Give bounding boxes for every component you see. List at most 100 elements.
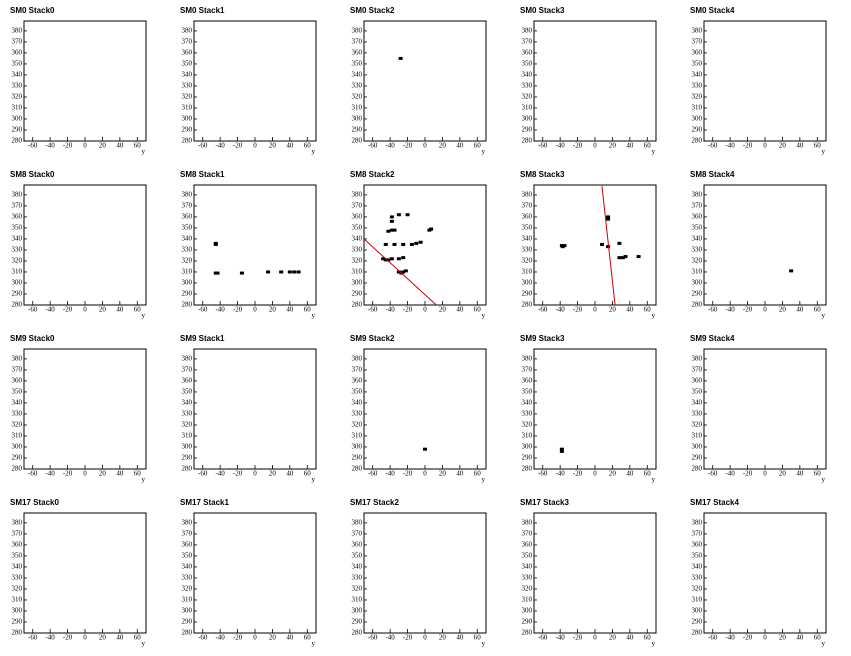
y-tick-label: 360 [522, 49, 533, 57]
y-tick-label: 380 [522, 27, 533, 35]
x-tick-label: -20 [63, 634, 73, 642]
panel: SM17 Stack2 280 290 300 310 320 330 340 350 360 37… [350, 498, 487, 648]
plot-frame [363, 20, 487, 142]
x-tick-label: -60 [28, 470, 38, 478]
x-tick-label: 20 [609, 470, 617, 478]
y-tick-label: 350 [12, 224, 23, 232]
x-tick-label: -60 [538, 470, 548, 478]
y-tick-label: 300 [352, 279, 363, 287]
y-tick-label: 280 [692, 137, 703, 145]
y-tick-label: 350 [352, 552, 363, 560]
panel-title: SM8 Stack1 [180, 170, 225, 179]
y-tick-label: 310 [182, 432, 193, 440]
x-tick-label: 20 [779, 634, 787, 642]
x-tick-label: 40 [456, 142, 464, 150]
x-tick-label: 60 [814, 470, 822, 478]
y-tick-label: 380 [692, 27, 703, 35]
point [386, 258, 391, 262]
point [296, 270, 301, 274]
y-tick-label: 280 [182, 137, 193, 145]
point [606, 245, 611, 249]
y-tick-label: 380 [692, 191, 703, 199]
y-tick-label: 290 [182, 618, 193, 626]
y-tick-label: 340 [182, 563, 193, 571]
y-tick-label: 300 [182, 279, 193, 287]
y-tick-label: 340 [522, 563, 533, 571]
y-tick-label: 370 [522, 202, 533, 210]
x-tick-label: 20 [609, 306, 617, 314]
x-tick-label: 20 [439, 634, 447, 642]
x-tick-label: -40 [555, 470, 565, 478]
x-tick-label: -40 [725, 306, 735, 314]
point [606, 215, 611, 219]
panel: SM9 Stack4 280 290 300 310 320 330 340 350 360 370… [690, 334, 827, 484]
x-tick-label: -60 [368, 142, 378, 150]
x-axis-label: y [822, 640, 826, 648]
y-tick-label: 370 [522, 366, 533, 374]
y-tick-label: 350 [352, 388, 363, 396]
y-tick-label: 290 [182, 290, 193, 298]
x-tick-label: -40 [725, 142, 735, 150]
x-axis-label: y [312, 640, 316, 648]
y-tick-label: 380 [12, 27, 23, 35]
x-axis-label: y [822, 312, 826, 320]
y-tick-label: 320 [352, 585, 363, 593]
x-tick-label: -60 [28, 306, 38, 314]
point [636, 255, 641, 259]
y-tick-label: 360 [522, 377, 533, 385]
panel: SM17 Stack3 280 290 300 310 320 330 340 350 360 37… [520, 498, 657, 648]
x-tick-label: 0 [423, 634, 427, 642]
x-tick-label: 0 [253, 634, 257, 642]
y-tick-label: 370 [12, 202, 23, 210]
x-tick-label: -20 [403, 470, 413, 478]
y-tick-label: 370 [692, 202, 703, 210]
panel: SM9 Stack0 280 290 300 310 320 330 340 350 360 370… [10, 334, 147, 484]
x-axis-label: y [652, 148, 656, 156]
x-tick-label: -40 [385, 142, 395, 150]
y-tick-label: 290 [692, 454, 703, 462]
point [599, 242, 604, 246]
x-tick-label: -60 [198, 142, 208, 150]
y-tick-label: 280 [692, 465, 703, 473]
plot-frame [533, 184, 657, 306]
x-tick-label: 0 [763, 634, 767, 642]
x-tick-label: -60 [198, 634, 208, 642]
y-tick-label: 370 [522, 530, 533, 538]
y-tick-label: 280 [352, 629, 363, 637]
y-tick-label: 290 [522, 290, 533, 298]
y-tick-label: 360 [182, 377, 193, 385]
y-tick-label: 300 [12, 115, 23, 123]
y-tick-label: 350 [692, 60, 703, 68]
y-tick-label: 310 [692, 268, 703, 276]
y-tick-label: 310 [12, 432, 23, 440]
panel-title: SM0 Stack2 [350, 6, 395, 15]
y-tick-label: 300 [692, 279, 703, 287]
y-tick-label: 320 [692, 257, 703, 265]
panel: SM0 Stack0 280 290 300 310 320 330 340 350 360 370… [10, 6, 147, 156]
y-tick-label: 290 [692, 290, 703, 298]
y-tick-label: 360 [12, 541, 23, 549]
plot-frame [23, 184, 147, 306]
x-tick-label: -40 [555, 306, 565, 314]
y-tick-label: 360 [182, 541, 193, 549]
x-tick-label: -60 [708, 306, 718, 314]
x-tick-label: -60 [198, 306, 208, 314]
y-tick-label: 320 [352, 421, 363, 429]
plot-frame [23, 348, 147, 470]
x-tick-label: 0 [83, 470, 87, 478]
y-tick-label: 370 [522, 38, 533, 46]
point [383, 258, 388, 262]
panel-title: SM17 Stack3 [520, 498, 569, 507]
x-tick-label: 60 [134, 306, 142, 314]
x-tick-label: -60 [708, 142, 718, 150]
y-tick-label: 280 [12, 301, 23, 309]
y-tick-label: 380 [12, 355, 23, 363]
y-tick-label: 330 [692, 574, 703, 582]
y-tick-label: 290 [352, 454, 363, 462]
y-tick-label: 350 [12, 60, 23, 68]
y-tick-label: 350 [352, 60, 363, 68]
point [623, 255, 628, 259]
y-tick-label: 280 [522, 137, 533, 145]
x-tick-label: 0 [423, 142, 427, 150]
x-tick-label: 20 [439, 142, 447, 150]
